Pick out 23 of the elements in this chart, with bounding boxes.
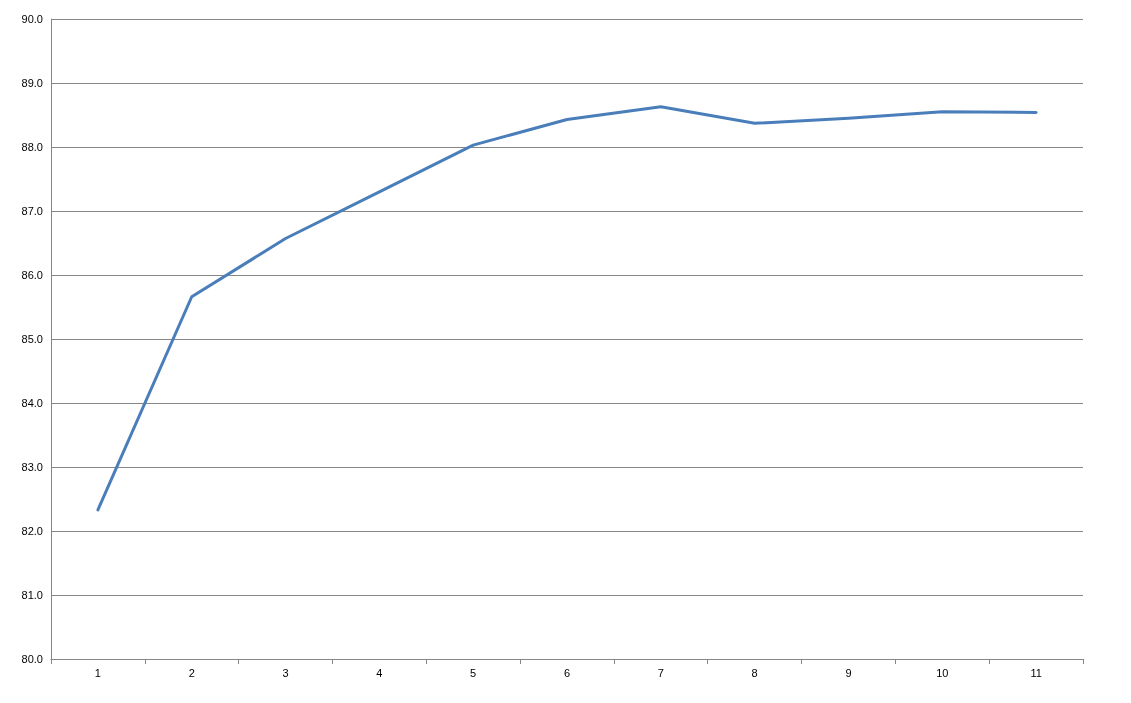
y-tick-label: 80.0 — [21, 653, 43, 665]
x-tick-label: 1 — [94, 666, 101, 679]
y-tick-label: 82.0 — [21, 525, 43, 537]
y-tick-label: 81.0 — [21, 589, 43, 601]
y-tick-label: 88.0 — [21, 141, 43, 153]
x-tick-label: 6 — [563, 666, 571, 679]
x-tick-label: 3 — [282, 666, 289, 679]
x-tick-label: 11 — [1030, 666, 1042, 679]
line-series — [96, 105, 1038, 512]
x-tick-label: 5 — [470, 666, 477, 679]
y-tick-label: 90.0 — [21, 13, 43, 25]
x-tick-label: 7 — [657, 666, 664, 679]
x-tick-label: 4 — [376, 666, 383, 679]
y-tick-label: 87.0 — [21, 205, 43, 217]
y-tick-label: 83.0 — [21, 461, 43, 473]
y-tick-label: 89.0 — [21, 77, 43, 89]
x-tick-label: 9 — [845, 666, 852, 679]
y-tick-label: 84.0 — [21, 397, 43, 409]
y-tick-label: 86.0 — [21, 269, 43, 281]
x-tick-label: 10 — [936, 666, 949, 679]
x-tick-label: 2 — [188, 666, 195, 679]
y-tick-label: 85.0 — [21, 333, 43, 345]
x-tick-label: 8 — [751, 666, 758, 679]
